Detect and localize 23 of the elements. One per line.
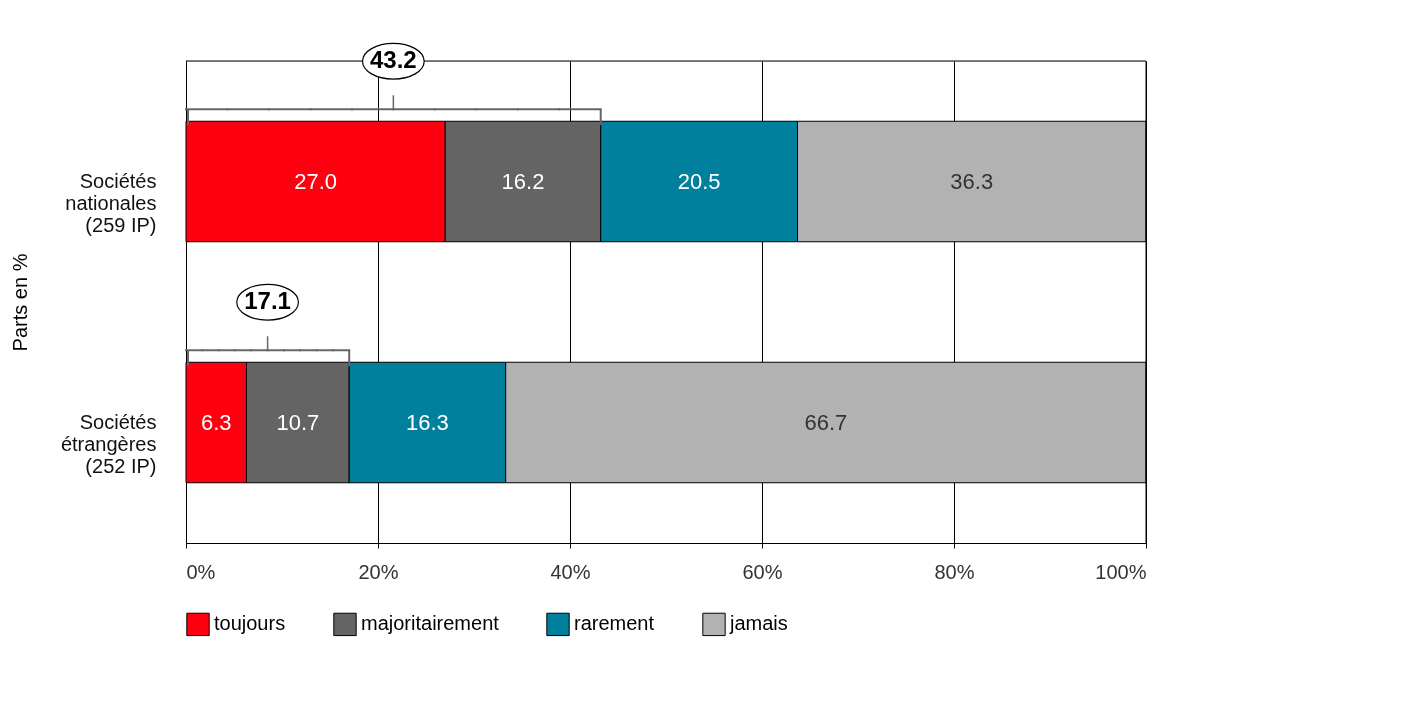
x-tick-label: 100% (1095, 560, 1147, 583)
data-label: 20.5 (677, 168, 721, 194)
data-label: 16.3 (406, 409, 449, 435)
x-tick-label: 40% (550, 560, 591, 583)
legend-label: jamais (729, 612, 788, 635)
y-axis-title: Parts en % (8, 253, 31, 352)
data-label: 10.7 (276, 409, 320, 435)
x-tick-label: 60% (742, 560, 783, 583)
data-label: 16.2 (501, 168, 545, 194)
legend-label: rarement (574, 612, 655, 635)
x-tick-label: 20% (358, 560, 399, 583)
legend-label: toujours (214, 612, 286, 635)
data-label: 36.3 (950, 168, 994, 194)
x-tick-label: 0% (186, 560, 216, 583)
data-label: 66.7 (804, 409, 848, 435)
y-tick-label: Sociétés nationales (259 IP) (65, 169, 157, 236)
legend-label: majoritairement (361, 612, 500, 635)
annotation: 17.1 (244, 287, 291, 315)
x-tick-label: 80% (934, 560, 975, 583)
data-label: 6.3 (200, 409, 232, 435)
y-tick-label: Sociétés étrangères (252 IP) (60, 410, 157, 477)
annotation: 43.2 (370, 46, 417, 74)
data-label: 27.0 (294, 168, 338, 194)
